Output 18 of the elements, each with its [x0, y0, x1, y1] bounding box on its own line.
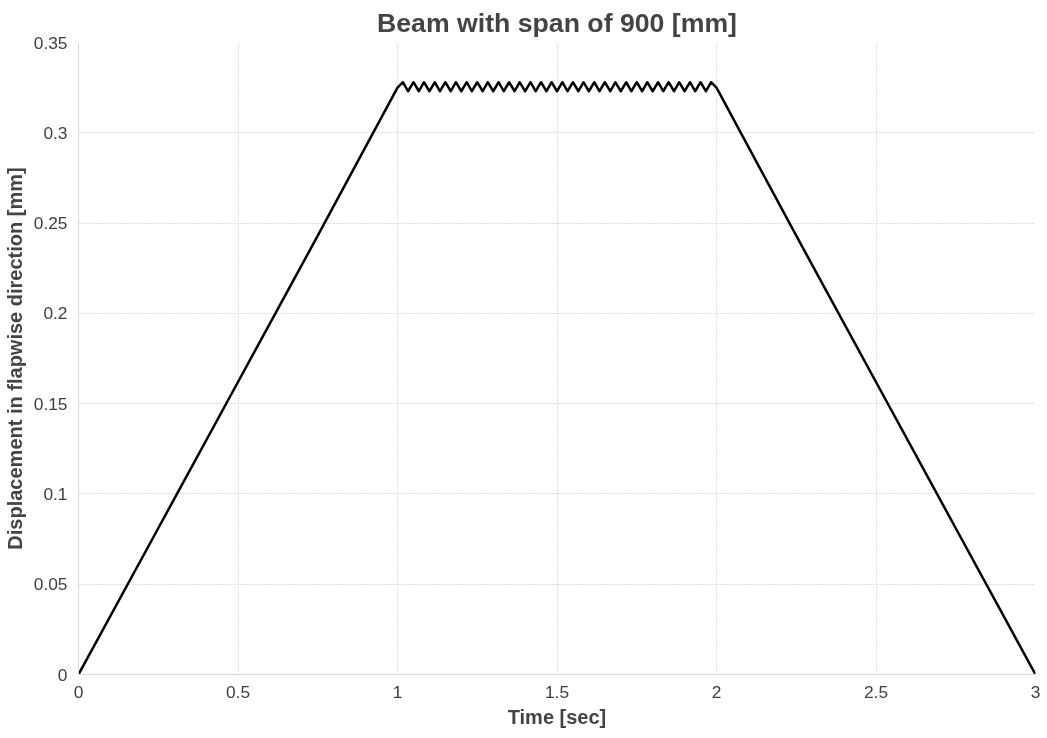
y-axis-title: Displacement in flapwise direction [mm]	[3, 167, 26, 550]
x-tick-label: 0	[73, 681, 84, 702]
y-tick-label: 0.05	[33, 574, 68, 595]
x-tick-label: 1.5	[544, 681, 570, 702]
x-tick-label: 0.5	[225, 681, 251, 702]
y-tick-label: 0.3	[43, 122, 68, 143]
y-tick-label: 0.35	[33, 32, 68, 53]
x-axis-title: Time [sec]	[507, 705, 607, 728]
x-tick-label: 1	[392, 681, 403, 702]
y-tick-label: 0.25	[33, 213, 68, 234]
y-tick-label: 0	[57, 664, 68, 685]
chart-title: Beam with span of 900 [mm]	[377, 7, 737, 38]
x-tick-label: 3	[1030, 681, 1041, 702]
x-tick-label: 2	[711, 681, 722, 702]
y-tick-label: 0.15	[33, 393, 68, 414]
y-tick-label: 0.1	[43, 483, 68, 504]
x-tick-label: 2.5	[863, 681, 889, 702]
y-tick-label: 0.2	[43, 303, 68, 324]
